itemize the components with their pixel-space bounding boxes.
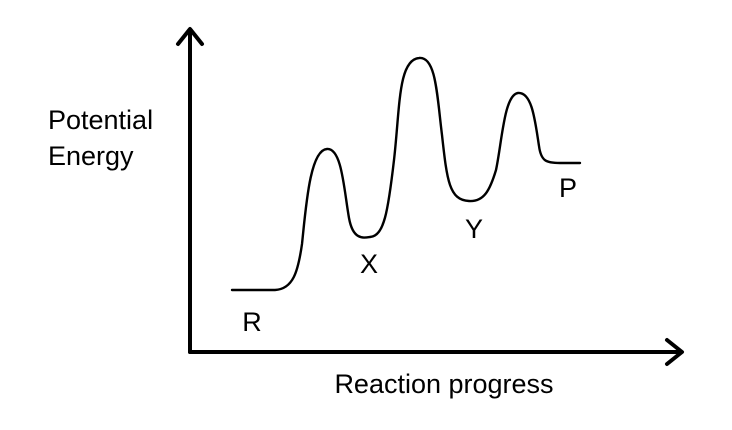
y-axis-label: Potential Energy [48, 105, 161, 171]
energy-curve [230, 56, 582, 292]
axes [176, 27, 684, 366]
intermediate-x-label: X [360, 249, 378, 279]
y-axis-label-line1: Potential [48, 105, 153, 135]
y-axis-arrowhead [176, 27, 204, 46]
intermediate-y-label: Y [465, 214, 483, 244]
product-label: P [559, 173, 577, 203]
y-axis-label-line2: Energy [48, 141, 134, 171]
x-axis-label: Reaction progress [334, 369, 553, 399]
x-axis-arrowhead [665, 338, 684, 366]
reactant-label: R [242, 307, 262, 337]
